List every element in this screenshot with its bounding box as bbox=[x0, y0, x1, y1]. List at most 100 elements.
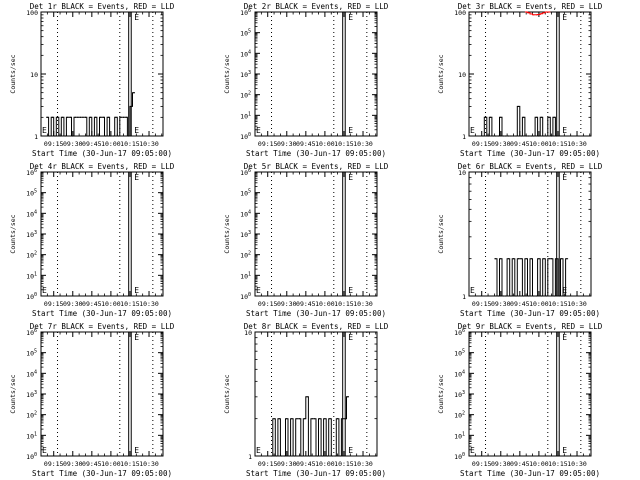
y-tick-base: 10 bbox=[240, 30, 248, 38]
lld-bracket-label-bottom: L bbox=[348, 286, 353, 295]
series-events-point bbox=[270, 455, 273, 457]
x-tick-label: 10:00 bbox=[315, 300, 335, 308]
series-events-point bbox=[329, 418, 331, 420]
y-tick-base: 10 bbox=[26, 272, 34, 280]
y-tick-label: 10 bbox=[458, 71, 466, 79]
series-lld-point bbox=[538, 13, 540, 16]
x-tick-label: 09:45 bbox=[82, 300, 102, 308]
x-tick-label: 10:00 bbox=[529, 140, 549, 148]
series-events-point bbox=[556, 135, 558, 137]
y-tick-label: 10 bbox=[244, 329, 252, 337]
y-tick-base: 10 bbox=[26, 350, 34, 358]
series-events-point bbox=[74, 116, 76, 118]
y-tick-label: 101 bbox=[26, 271, 37, 280]
x-tick-label: 10:30 bbox=[353, 460, 373, 468]
y-tick-label: 100 bbox=[454, 452, 465, 461]
series-events-point bbox=[311, 418, 313, 420]
series-lld-point bbox=[525, 11, 527, 13]
y-tick-label: 100 bbox=[26, 292, 37, 301]
series-events-line bbox=[270, 396, 349, 457]
y-tick-exponent: 5 bbox=[34, 349, 37, 355]
series-events-point bbox=[92, 135, 94, 137]
series-events-point bbox=[97, 135, 99, 137]
series-events-point bbox=[535, 295, 537, 297]
x-axis-label: Start Time (30-Jun-17 09:05:00) bbox=[460, 469, 600, 478]
y-axis-label: Counts/sec bbox=[223, 54, 231, 93]
panel-det-7: Det 7r BLACK = Events, RED = LLD10010110… bbox=[9, 322, 175, 478]
x-tick-label: 10:00 bbox=[101, 140, 121, 148]
y-tick-label: 105 bbox=[26, 349, 37, 358]
y-tick-exponent: 6 bbox=[34, 328, 37, 334]
y-tick-base: 10 bbox=[454, 453, 462, 461]
x-tick-label: 10:30 bbox=[139, 460, 159, 468]
series-events-point bbox=[324, 418, 326, 420]
y-tick-exponent: 6 bbox=[248, 8, 251, 14]
lld-bracket-label-top: L bbox=[348, 333, 353, 342]
y-tick-label: 102 bbox=[454, 411, 465, 420]
series-events-point bbox=[276, 455, 278, 457]
y-tick-base: 10 bbox=[26, 169, 34, 177]
y-tick-exponent: 6 bbox=[462, 328, 465, 334]
series-events-point bbox=[538, 135, 540, 137]
series-events-point bbox=[100, 116, 102, 118]
series-events-point bbox=[507, 258, 509, 260]
series-events-point bbox=[497, 135, 499, 137]
y-axis-label: Counts/sec bbox=[9, 54, 17, 93]
y-tick-base: 10 bbox=[26, 432, 34, 440]
y-tick-label: 102 bbox=[240, 91, 251, 100]
x-tick-label: 10:15 bbox=[334, 300, 354, 308]
panel-title: Det 9r BLACK = Events, RED = LLD bbox=[458, 322, 603, 331]
series-events-point bbox=[84, 116, 87, 118]
x-tick-label: 09:30 bbox=[491, 140, 511, 148]
series-events-point bbox=[293, 455, 295, 457]
x-axis-label: Start Time (30-Jun-17 09:05:00) bbox=[32, 309, 172, 318]
left-bracket-label: E bbox=[42, 286, 47, 295]
x-tick-label: 09:45 bbox=[296, 300, 316, 308]
series-events-point bbox=[286, 418, 288, 420]
series-events-point bbox=[309, 455, 311, 457]
x-tick-label: 10:15 bbox=[548, 140, 568, 148]
y-tick-base: 10 bbox=[240, 71, 248, 79]
series-lld-point bbox=[545, 11, 548, 13]
y-tick-base: 10 bbox=[26, 329, 34, 337]
lld-bracket-label-bottom: L bbox=[562, 126, 567, 135]
series-lld-point bbox=[530, 13, 532, 15]
y-tick-exponent: 4 bbox=[34, 369, 37, 375]
x-tick-label: 10:00 bbox=[101, 460, 121, 468]
y-tick-label: 10 bbox=[30, 71, 38, 79]
series-events-point bbox=[95, 116, 97, 118]
y-tick-exponent: 5 bbox=[248, 189, 251, 195]
y-tick-label: 101 bbox=[240, 111, 251, 120]
series-events-point bbox=[512, 135, 515, 137]
x-tick-label: 10:00 bbox=[101, 300, 121, 308]
axes-frame bbox=[40, 331, 164, 457]
x-tick-label: 09:45 bbox=[510, 300, 530, 308]
y-tick-label: 100 bbox=[454, 9, 466, 17]
y-axis-label: Counts/sec bbox=[223, 214, 231, 253]
y-axis-label: Counts/sec bbox=[9, 214, 17, 253]
y-tick-base: 10 bbox=[240, 293, 248, 301]
y-tick-base: 10 bbox=[26, 412, 34, 420]
series-events-point bbox=[507, 135, 509, 137]
lld-bracket-label-top: L bbox=[562, 333, 567, 342]
series-events-line bbox=[46, 92, 135, 137]
y-tick-exponent: 2 bbox=[462, 411, 465, 417]
panel-det-2: Det 2r BLACK = Events, RED = LLD10010110… bbox=[223, 2, 389, 158]
series-events-point bbox=[62, 116, 64, 118]
x-tick-label: 09:15 bbox=[44, 300, 64, 308]
series-events-point bbox=[49, 135, 51, 137]
series-events-point bbox=[303, 418, 306, 420]
y-tick-exponent: 3 bbox=[34, 390, 37, 396]
x-tick-label: 10:15 bbox=[334, 460, 354, 468]
event-bracket-label-top: E bbox=[348, 333, 353, 342]
series-events-point bbox=[69, 116, 71, 118]
series-events-point bbox=[553, 116, 555, 118]
y-tick-label: 104 bbox=[240, 49, 251, 58]
lld-bracket-label-top: L bbox=[348, 173, 353, 182]
series-events-point bbox=[334, 455, 336, 457]
series-events-point bbox=[482, 135, 484, 137]
left-bracket-label: E bbox=[470, 446, 475, 455]
series-events-point bbox=[339, 455, 341, 457]
y-tick-exponent: 5 bbox=[462, 349, 465, 355]
panel-title: Det 7r BLACK = Events, RED = LLD bbox=[30, 322, 175, 331]
